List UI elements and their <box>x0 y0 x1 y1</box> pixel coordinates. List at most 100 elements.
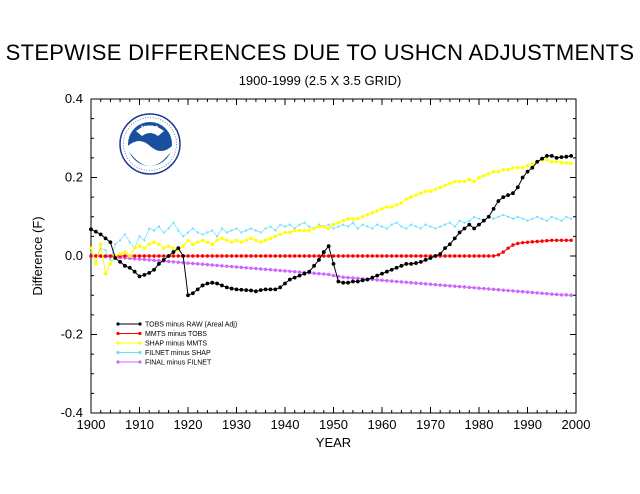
legend-marker <box>138 350 142 355</box>
series-point <box>424 223 427 226</box>
series-point <box>254 238 258 242</box>
series-point <box>263 238 268 242</box>
series-point <box>370 275 375 280</box>
series-point <box>239 265 244 270</box>
series-point <box>506 193 510 198</box>
series-point <box>258 288 263 293</box>
series-point <box>394 265 399 270</box>
series-point <box>535 291 539 295</box>
series-point <box>419 227 422 230</box>
series-point <box>346 225 350 228</box>
series-point <box>279 223 282 226</box>
series-point <box>550 160 554 164</box>
series-point <box>132 254 137 258</box>
series-point <box>453 254 457 258</box>
series-point <box>254 229 257 232</box>
series-point <box>356 217 360 221</box>
series-point <box>409 195 413 199</box>
series-point <box>525 169 530 174</box>
series-2 <box>89 158 573 276</box>
series-point <box>501 167 505 172</box>
series-point <box>356 227 359 230</box>
series-point <box>205 240 210 244</box>
series-point <box>554 292 559 297</box>
series-point <box>152 258 156 263</box>
series-point <box>332 227 335 230</box>
series-point <box>550 215 553 218</box>
series-point <box>399 254 404 258</box>
series-point <box>321 250 326 254</box>
series-point <box>225 264 229 268</box>
series-point <box>220 264 224 268</box>
series-point <box>89 246 93 250</box>
series-point <box>443 223 447 226</box>
series-point <box>240 231 243 234</box>
series-point <box>287 277 292 282</box>
series-point <box>545 238 549 243</box>
series-point <box>540 239 544 243</box>
series-point <box>278 285 283 290</box>
series-point <box>103 236 108 241</box>
series-point <box>220 236 224 241</box>
series-point <box>564 154 569 159</box>
series-4 <box>89 254 573 297</box>
series-point <box>511 191 515 196</box>
series-point <box>312 226 316 231</box>
series-point <box>570 217 573 220</box>
series-point <box>278 232 282 237</box>
y-tick-label: 0.0 <box>65 248 83 263</box>
series-point <box>433 254 438 258</box>
series-point <box>283 254 287 258</box>
series-point <box>360 215 365 219</box>
series-point <box>123 233 127 236</box>
series-point <box>448 242 452 247</box>
series-point <box>346 280 350 285</box>
series-point <box>511 243 515 247</box>
series-point <box>482 173 486 178</box>
series-point <box>327 223 330 226</box>
series-point <box>414 261 418 265</box>
legend-marker <box>116 331 120 336</box>
series-point <box>249 254 253 258</box>
series-point <box>351 276 355 280</box>
series-point <box>244 266 248 270</box>
series-point <box>448 254 452 258</box>
series-point <box>428 282 433 286</box>
series-point <box>487 287 491 291</box>
series-point <box>118 252 122 256</box>
series-point <box>152 254 156 258</box>
series-point <box>356 276 360 281</box>
series-point <box>486 214 491 219</box>
series-point <box>225 238 229 242</box>
series-point <box>351 254 355 258</box>
series-point <box>438 283 442 287</box>
series-point <box>545 154 549 158</box>
series-point <box>496 169 501 174</box>
series-point <box>142 257 147 262</box>
series-point <box>516 215 519 218</box>
series-point <box>545 158 549 162</box>
series-point <box>93 229 98 234</box>
series-point <box>297 228 302 233</box>
series-point <box>119 239 122 242</box>
series-point <box>481 218 486 223</box>
series-point <box>375 278 379 282</box>
series-point <box>244 254 248 258</box>
series-point <box>448 284 452 288</box>
series-point <box>292 275 297 280</box>
series-point <box>239 254 244 258</box>
series-point <box>229 286 234 291</box>
series-point <box>434 227 437 230</box>
x-tick-label: 1930 <box>222 417 251 432</box>
series-point <box>507 215 510 218</box>
series-point <box>472 286 476 290</box>
series-point <box>346 275 350 280</box>
series-point <box>235 227 238 230</box>
series-point <box>506 288 510 293</box>
series-point <box>559 293 564 297</box>
series-point <box>326 226 331 231</box>
series-point <box>409 254 413 258</box>
series-point <box>283 230 287 235</box>
series-point <box>161 258 166 262</box>
x-tick-label: 2000 <box>562 417 591 432</box>
